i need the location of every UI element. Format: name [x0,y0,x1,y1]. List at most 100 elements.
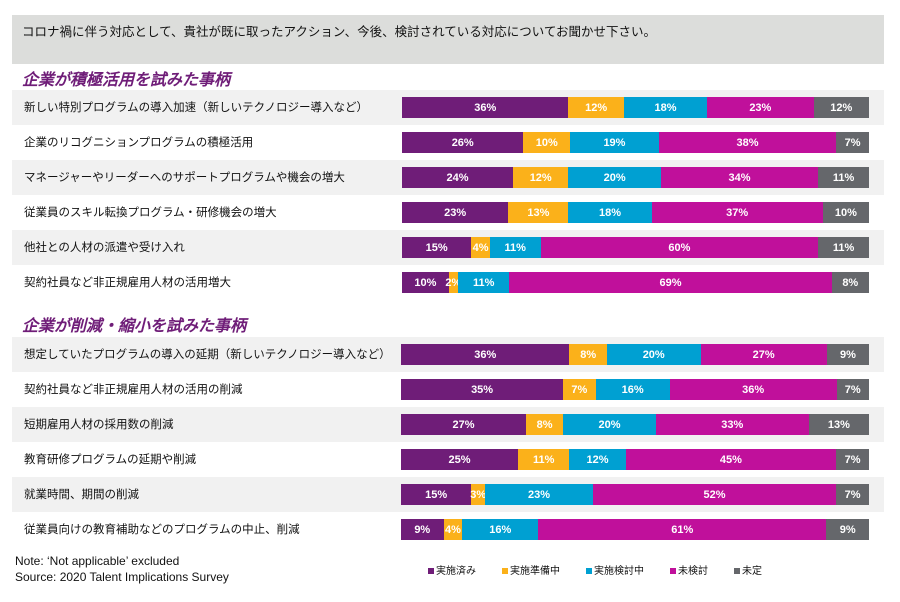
stacked-bar: 10% 2% 11% 69% 8% [402,272,869,293]
bar-segment-2: 4% [471,237,490,258]
bar-segment-4: 60% [540,237,819,258]
row-label: 就業時間、期間の削減 [24,487,139,501]
bar-segment-5: 7% [836,379,869,400]
chart-row: 従業員のスキル転換プログラム・研修機会の増大 23% 13% 18% 37% 10% [12,195,884,230]
question-header: コロナ禍に伴う対応として、貴社が既に取ったアクション、今後、検討されている対応に… [12,15,884,64]
bar-segment-3: 18% [568,202,652,223]
bar-segment-4: 36% [669,379,837,400]
bar-segment-5: 7% [836,449,869,470]
bar-segment-5: 12% [813,97,869,118]
bar-segment-2: 7% [563,379,596,400]
legend-swatch [428,568,434,574]
bar-segment-2: 10% [523,132,571,153]
bar-segment-4: 69% [509,272,832,293]
legend: 実施済み 実施準備中 実施検討中 未検討 未定 [428,562,762,577]
bar-segment-4: 61% [538,519,827,540]
row-label: 想定していたプログラムの導入の延期（新しいテクノロジー導入など） [24,347,391,361]
chart-row: 新しい特別プログラムの導入加速（新しいテクノロジー導入など） 36% 12% 18% 2… [12,90,884,125]
chart-row: マネージャーやリーダーへのサポートプログラムや機会の増大 24% 12% 20% 34%… [12,160,884,195]
bar-segment-2: 11% [518,449,570,470]
stacked-bar: 35% 7% 16% 36% 7% [401,379,869,400]
bar-segment-3: 23% [485,484,593,505]
bar-segment-3: 11% [489,237,541,258]
bar-segment-2: 2% [445,272,461,293]
stacked-bar: 27% 8% 20% 33% 13% [401,414,869,435]
chart-row: 就業時間、期間の削減 15% 3% 23% 52% 7% [12,477,884,512]
bar-segment-5: 8% [831,272,869,293]
stacked-bar: 23% 13% 18% 37% 10% [402,202,869,223]
bar-segment-1: 15% [401,484,472,505]
row-label: 教育研修プログラムの延期や削減 [24,452,197,466]
chart-row: 契約社員など非正規雇用人材の活用増大 10% 2% 11% 69% 8% [12,265,884,300]
stacked-bar: 9% 4% 16% 61% 9% [401,519,869,540]
chart-row: 従業員向けの教育補助などのプログラムの中止、削減 9% 4% 16% 61% 9% [12,512,884,547]
row-label: 契約社員など非正規雇用人材の活用増大 [24,275,231,289]
bar-segment-5: 13% [808,414,869,435]
row-label: マネージャーやリーダーへのサポートプログラムや機会の増大 [24,170,345,184]
row-label: 他社との人材の派遣や受け入れ [24,240,185,254]
bar-segment-3: 16% [595,379,670,400]
bar-segment-4: 45% [625,449,837,470]
stacked-bar: 25% 11% 12% 45% 7% [401,449,869,470]
bar-segment-4: 37% [651,202,823,223]
row-label: 契約社員など非正規雇用人材の活用の削減 [24,382,243,396]
bar-segment-2: 12% [568,97,624,118]
bar-segment-3: 12% [569,449,626,470]
bar-segment-3: 16% [462,519,539,540]
legend-label: 実施準備中 [510,566,560,577]
bar-segment-2: 8% [569,344,607,365]
row-label: 企業のリコグニションプログラムの積極活用 [24,135,254,149]
legend-item: 実施検討中 [586,562,644,577]
row-label: 従業員のスキル転換プログラム・研修機会の増大 [24,205,277,219]
legend-item: 未検討 [670,562,708,577]
legend-swatch [502,568,508,574]
bar-segment-1: 26% [402,132,524,153]
bar-segment-1: 27% [401,414,527,435]
bar-segment-5: 11% [818,237,869,258]
legend-label: 未検討 [678,566,708,577]
bar-segment-1: 35% [401,379,564,400]
bar-segment-5: 11% [818,167,869,188]
bar-segment-1: 24% [402,167,513,188]
chart-row: 他社との人材の派遣や受け入れ 15% 4% 11% 60% 11% [12,230,884,265]
stacked-bar: 36% 12% 18% 23% 12% [402,97,869,118]
bar-segment-1: 23% [402,202,509,223]
row-label: 新しい特別プログラムの導入加速（新しいテクノロジー導入など） [24,100,368,114]
bar-segment-1: 15% [402,237,472,258]
bar-segment-5: 10% [822,202,869,223]
bar-segment-4: 23% [707,97,814,118]
legend-item: 実施済み [428,562,476,577]
bar-segment-4: 27% [700,344,827,365]
bar-segment-3: 11% [458,272,510,293]
row-label: 短期雇用人材の採用数の削減 [24,417,174,431]
legend-swatch [734,568,740,574]
bar-segment-1: 36% [402,97,569,118]
chart-row: 想定していたプログラムの導入の延期（新しいテクノロジー導入など） 36% 8% 20%… [12,337,884,372]
stacked-bar: 24% 12% 20% 34% 11% [402,167,869,188]
row-label: 従業員向けの教育補助などのプログラムの中止、削減 [24,522,300,536]
bar-segment-3: 18% [623,97,708,118]
legend-label: 実施検討中 [594,566,644,577]
bar-segment-3: 20% [568,167,661,188]
bar-segment-1: 25% [401,449,518,470]
source: Source: 2020 Talent Implications Survey [15,570,229,584]
legend-item: 未定 [734,562,762,577]
bar-segment-5: 9% [826,519,869,540]
stacked-bar: 15% 3% 23% 52% 7% [401,484,869,505]
section-title: 企業が削減・縮小を試みた事柄 [22,316,247,335]
legend-item: 実施準備中 [502,562,560,577]
bar-segment-2: 13% [508,202,569,223]
bar-segment-1: 10% [402,272,449,293]
bar-segment-4: 34% [660,167,819,188]
bar-segment-3: 19% [570,132,659,153]
chart-row: 企業のリコグニションプログラムの積極活用 26% 10% 19% 38% 7% [12,125,884,160]
stacked-bar: 15% 4% 11% 60% 11% [402,237,869,258]
bar-segment-2: 4% [443,519,463,540]
note: Note: ‘Not applicable’ excluded [15,554,180,568]
legend-swatch [586,568,592,574]
bar-segment-1: 36% [401,344,570,365]
bar-segment-4: 52% [592,484,837,505]
bar-segment-2: 3% [470,484,486,505]
stacked-bar: 26% 10% 19% 38% 7% [402,132,869,153]
bar-segment-4: 33% [655,414,809,435]
